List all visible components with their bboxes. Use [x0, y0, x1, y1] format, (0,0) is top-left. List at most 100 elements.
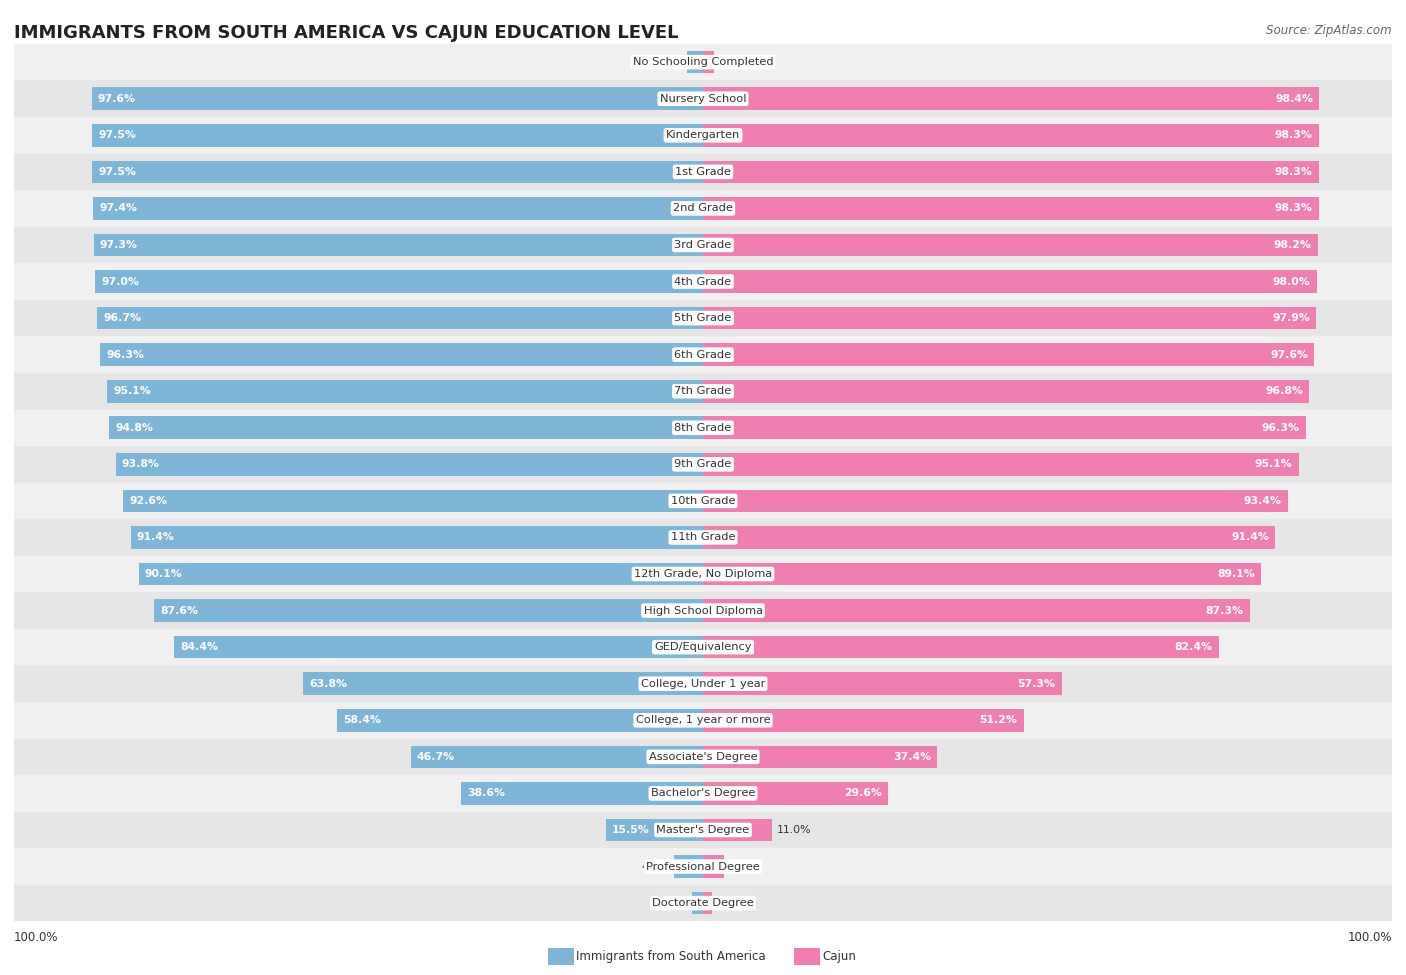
- Bar: [14, 483, 1392, 519]
- Bar: [14, 117, 1392, 153]
- Text: 92.6%: 92.6%: [129, 496, 167, 506]
- Text: 90.1%: 90.1%: [145, 569, 183, 579]
- Text: 1.8%: 1.8%: [659, 898, 686, 908]
- Text: 7th Grade: 7th Grade: [675, 386, 731, 396]
- Bar: [115, 453, 703, 476]
- Bar: [703, 782, 889, 804]
- Bar: [461, 782, 703, 804]
- Text: 96.3%: 96.3%: [105, 350, 145, 360]
- Bar: [14, 702, 1392, 739]
- Text: Cajun: Cajun: [823, 950, 856, 963]
- Text: 11.0%: 11.0%: [778, 825, 811, 835]
- Bar: [703, 600, 1250, 622]
- Bar: [411, 746, 703, 768]
- Bar: [174, 636, 703, 658]
- Text: No Schooling Completed: No Schooling Completed: [633, 58, 773, 67]
- Text: Immigrants from South America: Immigrants from South America: [576, 950, 766, 963]
- Text: Nursery School: Nursery School: [659, 94, 747, 103]
- Text: 97.6%: 97.6%: [1270, 350, 1308, 360]
- Text: 100.0%: 100.0%: [14, 931, 59, 944]
- Bar: [14, 44, 1392, 81]
- Text: 96.7%: 96.7%: [104, 313, 142, 323]
- Bar: [14, 739, 1392, 775]
- Text: Kindergarten: Kindergarten: [666, 131, 740, 140]
- Bar: [110, 416, 703, 439]
- Text: 87.6%: 87.6%: [160, 605, 198, 615]
- Text: 93.4%: 93.4%: [1244, 496, 1282, 506]
- Text: GED/Equivalency: GED/Equivalency: [654, 643, 752, 652]
- Bar: [14, 592, 1392, 629]
- Bar: [703, 709, 1024, 731]
- Bar: [94, 234, 703, 256]
- Bar: [14, 410, 1392, 447]
- Text: 97.9%: 97.9%: [1272, 313, 1310, 323]
- Bar: [703, 380, 1309, 403]
- Text: 38.6%: 38.6%: [468, 789, 506, 799]
- Bar: [703, 197, 1319, 219]
- Bar: [14, 227, 1392, 263]
- Text: Bachelor's Degree: Bachelor's Degree: [651, 789, 755, 799]
- Text: College, Under 1 year: College, Under 1 year: [641, 679, 765, 688]
- Bar: [155, 600, 703, 622]
- Bar: [93, 161, 703, 183]
- Bar: [107, 380, 703, 403]
- Bar: [14, 775, 1392, 811]
- Bar: [14, 885, 1392, 921]
- Bar: [703, 453, 1299, 476]
- Text: 3rd Grade: 3rd Grade: [675, 240, 731, 250]
- Bar: [703, 51, 714, 73]
- Bar: [703, 307, 1316, 330]
- Text: 98.3%: 98.3%: [1274, 167, 1312, 176]
- Bar: [688, 51, 703, 73]
- Text: 93.8%: 93.8%: [122, 459, 160, 469]
- Text: 97.5%: 97.5%: [98, 131, 136, 140]
- Bar: [703, 526, 1275, 549]
- Bar: [703, 746, 938, 768]
- Text: 4.6%: 4.6%: [641, 862, 669, 872]
- Text: 11th Grade: 11th Grade: [671, 532, 735, 542]
- Bar: [703, 563, 1261, 585]
- Text: 1.5%: 1.5%: [717, 898, 745, 908]
- Text: 97.3%: 97.3%: [100, 240, 138, 250]
- Text: 82.4%: 82.4%: [1175, 643, 1213, 652]
- Text: College, 1 year or more: College, 1 year or more: [636, 716, 770, 725]
- Bar: [703, 892, 713, 915]
- Bar: [14, 372, 1392, 409]
- Bar: [14, 190, 1392, 227]
- Bar: [703, 416, 1306, 439]
- Text: 97.4%: 97.4%: [100, 204, 138, 214]
- Text: High School Diploma: High School Diploma: [644, 605, 762, 615]
- Text: IMMIGRANTS FROM SOUTH AMERICA VS CAJUN EDUCATION LEVEL: IMMIGRANTS FROM SOUTH AMERICA VS CAJUN E…: [14, 24, 679, 42]
- Text: 98.3%: 98.3%: [1274, 204, 1312, 214]
- Text: 100.0%: 100.0%: [1347, 931, 1392, 944]
- Text: 91.4%: 91.4%: [1232, 532, 1270, 542]
- Text: 95.1%: 95.1%: [114, 386, 152, 396]
- Bar: [14, 665, 1392, 702]
- Text: 8th Grade: 8th Grade: [675, 423, 731, 433]
- Bar: [14, 300, 1392, 336]
- Bar: [14, 556, 1392, 592]
- Text: 87.3%: 87.3%: [1205, 605, 1243, 615]
- Bar: [703, 88, 1319, 110]
- Bar: [124, 489, 703, 512]
- Text: 1st Grade: 1st Grade: [675, 167, 731, 176]
- Text: 98.0%: 98.0%: [1272, 277, 1310, 287]
- Bar: [337, 709, 703, 731]
- Bar: [14, 629, 1392, 665]
- Bar: [703, 161, 1319, 183]
- Bar: [703, 819, 772, 841]
- Text: 10th Grade: 10th Grade: [671, 496, 735, 506]
- Text: 91.4%: 91.4%: [136, 532, 174, 542]
- Text: 98.4%: 98.4%: [1275, 94, 1313, 103]
- Text: Associate's Degree: Associate's Degree: [648, 752, 758, 761]
- Text: 95.1%: 95.1%: [1254, 459, 1292, 469]
- Text: 97.6%: 97.6%: [98, 94, 136, 103]
- Text: 58.4%: 58.4%: [343, 716, 381, 725]
- Bar: [703, 234, 1317, 256]
- Text: 63.8%: 63.8%: [309, 679, 347, 688]
- Text: 15.5%: 15.5%: [612, 825, 650, 835]
- Bar: [100, 343, 703, 366]
- Text: 94.8%: 94.8%: [115, 423, 153, 433]
- Text: Source: ZipAtlas.com: Source: ZipAtlas.com: [1267, 24, 1392, 37]
- Text: Professional Degree: Professional Degree: [647, 862, 759, 872]
